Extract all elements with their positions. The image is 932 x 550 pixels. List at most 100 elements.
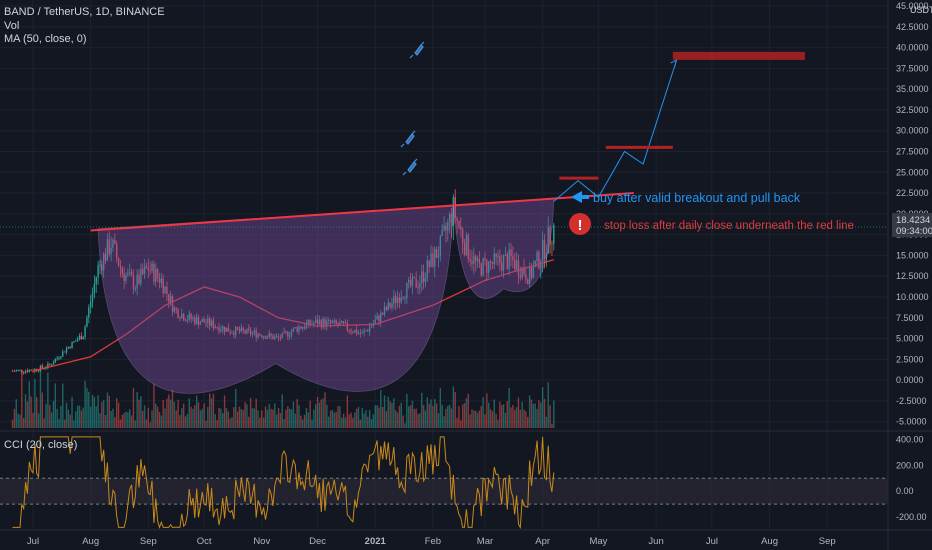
volume-bar-179 bbox=[344, 417, 347, 428]
candle-body-37 bbox=[80, 335, 83, 340]
volume-bar-134 bbox=[261, 410, 263, 428]
candlesticks bbox=[11, 189, 555, 375]
candle-body-256 bbox=[488, 261, 490, 273]
candle-body-112 bbox=[220, 329, 222, 332]
volume-bar-191 bbox=[367, 416, 369, 428]
volume-bar-280 bbox=[532, 403, 535, 428]
price-tick-2: 40.0000 bbox=[896, 43, 929, 53]
candle-body-131 bbox=[255, 330, 257, 338]
candle-body-101 bbox=[199, 322, 202, 325]
volume-bar-47 bbox=[99, 413, 101, 428]
candle-body-91 bbox=[181, 313, 183, 319]
volume-bar-0 bbox=[11, 419, 14, 428]
candle-body-88 bbox=[175, 307, 177, 310]
candle-body-240 bbox=[458, 220, 460, 227]
candle-body-164 bbox=[316, 319, 319, 325]
candle-body-260 bbox=[495, 253, 497, 257]
volume-bar-223 bbox=[426, 397, 429, 428]
candle-body-153 bbox=[296, 327, 298, 332]
volume-bar-72 bbox=[145, 419, 148, 428]
candle-body-87 bbox=[173, 307, 176, 312]
candle-body-271 bbox=[515, 260, 518, 270]
candle-body-277 bbox=[527, 279, 529, 284]
volume-bar-216 bbox=[413, 409, 415, 428]
candle-body-105 bbox=[207, 318, 209, 324]
volume-bar-6 bbox=[23, 418, 25, 428]
candle-body-111 bbox=[218, 327, 220, 332]
candle-body-165 bbox=[318, 320, 321, 325]
volume-bar-110 bbox=[216, 419, 218, 428]
volume-bar-65 bbox=[132, 388, 135, 428]
candle-body-19 bbox=[47, 363, 49, 368]
price-tick-14: 10.0000 bbox=[896, 292, 929, 302]
candle-body-202 bbox=[387, 302, 389, 310]
volume-bar-258 bbox=[491, 411, 494, 428]
volume-bar-101 bbox=[199, 410, 202, 428]
candle-body-247 bbox=[471, 260, 473, 264]
volume-bar-228 bbox=[435, 403, 438, 428]
time-tick-3: Oct bbox=[197, 536, 212, 547]
cci-band bbox=[0, 477, 888, 505]
volume-bar-38 bbox=[82, 407, 84, 428]
cci-legend[interactable]: CCI (20, close) bbox=[4, 439, 78, 451]
current-price-value: 18.4234 bbox=[896, 215, 930, 226]
candle-body-210 bbox=[402, 297, 404, 299]
volume-bar-52 bbox=[108, 395, 110, 428]
candle-body-73 bbox=[147, 268, 150, 271]
volume-bar-197 bbox=[378, 407, 380, 428]
volume-bar-247 bbox=[471, 409, 473, 428]
volume-legend[interactable]: Vol bbox=[4, 20, 20, 32]
candle-body-217 bbox=[415, 278, 417, 288]
volume-bar-171 bbox=[329, 410, 332, 428]
candle-body-241 bbox=[460, 226, 462, 230]
volume-bar-63 bbox=[129, 409, 131, 428]
volume-bar-85 bbox=[169, 399, 172, 428]
candle-body-120 bbox=[235, 326, 237, 335]
candle-body-209 bbox=[400, 297, 402, 303]
volume-bar-224 bbox=[428, 403, 430, 428]
candle-body-3 bbox=[17, 369, 19, 371]
candle-body-138 bbox=[268, 333, 270, 338]
price-tick-9: 22.5000 bbox=[896, 188, 929, 198]
volume-bar-167 bbox=[322, 398, 324, 428]
volume-bar-238 bbox=[454, 392, 456, 428]
volume-bar-162 bbox=[313, 409, 315, 428]
volume-bar-199 bbox=[381, 407, 384, 428]
candle-body-179 bbox=[344, 322, 347, 324]
candle-body-162 bbox=[313, 322, 315, 325]
volume-bar-243 bbox=[463, 403, 466, 428]
volume-bar-86 bbox=[171, 389, 174, 428]
candle-body-24 bbox=[56, 358, 58, 360]
candle-body-68 bbox=[138, 274, 140, 284]
volume-bar-94 bbox=[186, 413, 189, 428]
volume-bar-222 bbox=[424, 410, 427, 428]
candle-body-144 bbox=[279, 337, 282, 339]
candle-body-171 bbox=[329, 320, 332, 324]
volume-bar-262 bbox=[499, 401, 501, 428]
volume-bar-168 bbox=[324, 392, 326, 428]
candle-body-86 bbox=[171, 296, 174, 312]
candle-body-69 bbox=[140, 268, 142, 284]
candle-body-262 bbox=[499, 256, 501, 263]
candle-body-15 bbox=[39, 365, 42, 371]
ma-legend[interactable]: MA (50, close, 0) bbox=[4, 33, 87, 45]
volume-bar-178 bbox=[342, 413, 345, 428]
candle-body-172 bbox=[331, 322, 334, 324]
volume-bar-127 bbox=[248, 416, 250, 428]
volume-bar-41 bbox=[88, 391, 90, 428]
candle-body-106 bbox=[209, 318, 211, 326]
volume-bar-135 bbox=[262, 417, 265, 428]
candle-body-81 bbox=[162, 278, 164, 294]
volume-bar-34 bbox=[75, 411, 77, 428]
volume-bar-203 bbox=[389, 401, 391, 428]
rocket-icon-1 bbox=[400, 130, 416, 148]
candle-body-25 bbox=[58, 357, 60, 359]
candle-body-230 bbox=[439, 236, 442, 256]
symbol-legend[interactable]: BAND / TetherUS, 1D, BINANCE bbox=[4, 6, 165, 18]
cci-tick-3: -200.00 bbox=[896, 512, 927, 522]
volume-bar-148 bbox=[287, 406, 289, 428]
price-tick-7: 27.5000 bbox=[896, 146, 929, 156]
volume-bar-189 bbox=[363, 413, 365, 428]
